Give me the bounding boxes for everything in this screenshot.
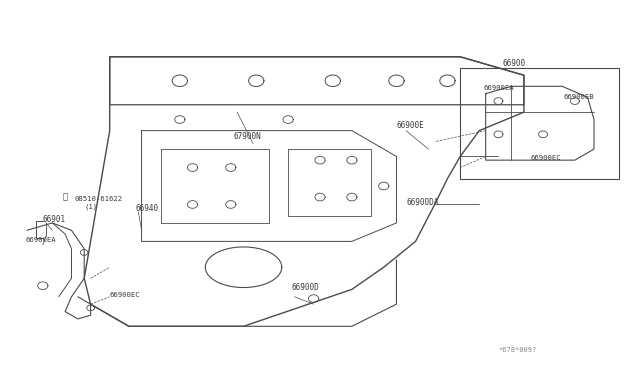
- Text: 08510-61622: 08510-61622: [75, 196, 123, 202]
- Text: *678*009?: *678*009?: [499, 347, 537, 353]
- Text: 66900E: 66900E: [396, 121, 424, 129]
- Text: 66901: 66901: [43, 215, 66, 224]
- Text: 66900D: 66900D: [291, 283, 319, 292]
- Text: 66900EC: 66900EC: [531, 155, 561, 161]
- Text: Ⓢ: Ⓢ: [63, 193, 68, 202]
- Text: 66900EC: 66900EC: [109, 292, 140, 298]
- Text: 66900EB: 66900EB: [563, 94, 594, 100]
- Text: 67900N: 67900N: [234, 132, 262, 141]
- Text: 66900: 66900: [503, 59, 526, 68]
- Text: 66900EA: 66900EA: [26, 237, 56, 243]
- Text: 66900EA: 66900EA: [484, 85, 515, 91]
- Text: (1): (1): [84, 203, 97, 209]
- Text: 66940: 66940: [135, 203, 158, 213]
- Text: 66900DA: 66900DA: [406, 198, 438, 207]
